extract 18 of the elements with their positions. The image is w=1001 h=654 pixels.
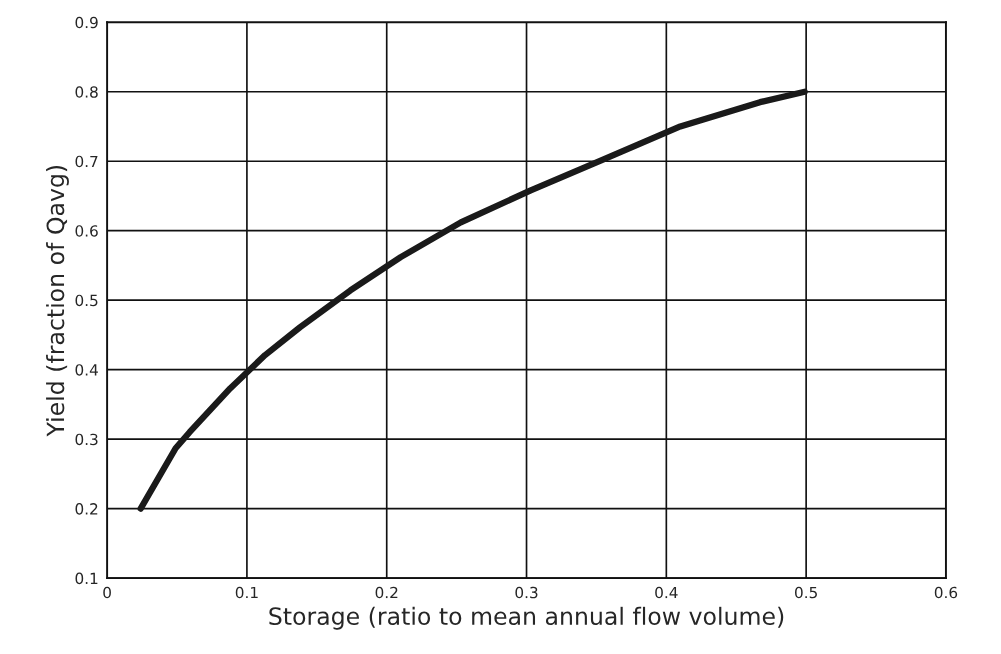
y-tick-label: 0.3 [75,433,98,446]
y-axis-title: Yield (fraction of Qavg) [46,165,69,437]
y-tick-label: 0.4 [75,364,98,376]
x-tick-label: 0.4 [655,586,678,599]
y-tick-label: 0.5 [75,294,98,307]
y-tick-label: 0.7 [75,155,98,168]
x-tick-label: 0.3 [515,586,538,599]
x-tick-label: 0.1 [235,586,258,599]
y-tick-label: 0.2 [75,503,98,515]
x-tick-label: 0.5 [795,586,817,599]
x-axis-title: Storage (ratio to mean annual flow volume) [269,606,784,630]
x-tick-label: 0 [103,586,111,599]
y-tick-label: 0.6 [75,225,98,237]
x-tick-label: 0.6 [934,586,958,599]
y-tick-label: 0.8 [75,86,98,98]
x-tick-label: 0.2 [375,586,398,599]
y-tick-label: 0.9 [75,16,98,29]
y-tick-label: 0.1 [75,572,98,585]
